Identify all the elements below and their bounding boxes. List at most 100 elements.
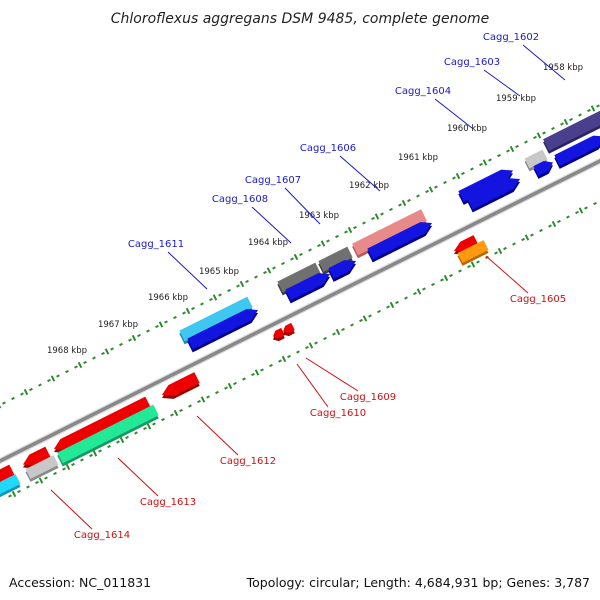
label-leader-line [50, 489, 93, 530]
major-tick [551, 220, 557, 228]
gene-forward-blue[interactable] [533, 161, 554, 179]
gene-label-forward[interactable]: Cagg_1602 [483, 32, 539, 43]
minor-tick [542, 131, 546, 135]
minor-tick [119, 342, 123, 347]
gene-label-forward[interactable]: Cagg_1611 [128, 239, 184, 250]
gene-cagg-1612[interactable] [162, 372, 200, 399]
minor-tick [389, 207, 393, 212]
minor-tick [404, 296, 408, 300]
minor-tick [260, 368, 264, 372]
minor-tick [539, 228, 543, 233]
minor-tick [143, 426, 147, 431]
minor-tick [503, 246, 507, 251]
major-tick [146, 423, 152, 430]
gene-cagg-1609[interactable] [273, 327, 285, 342]
major-tick [320, 240, 326, 247]
minor-tick [47, 378, 51, 383]
minor-tick [305, 345, 309, 350]
minor-tick [566, 215, 570, 219]
gene-forward-blue[interactable] [328, 260, 356, 282]
minor-tick [224, 386, 228, 390]
gene-forward-blue[interactable] [367, 222, 432, 263]
gene-label-reverse[interactable]: Cagg_1605 [510, 294, 566, 305]
gene-cagg-1614[interactable] [25, 455, 59, 482]
label-leader-line [522, 44, 566, 81]
gene-label-forward[interactable]: Cagg_1608 [212, 194, 268, 205]
minor-tick [53, 471, 57, 476]
gene-cagg-1607[interactable] [318, 246, 353, 275]
gene-reverse-cyan[interactable] [0, 474, 21, 500]
gene-cagg-1610[interactable] [283, 322, 295, 337]
minor-tick [101, 351, 105, 356]
gene-cagg-1602[interactable] [543, 110, 600, 154]
gene-body [283, 322, 295, 334]
major-tick [455, 172, 461, 180]
minor-tick [152, 422, 156, 426]
gene-label-reverse[interactable]: Cagg_1610 [310, 408, 366, 419]
major-tick [536, 132, 542, 139]
label-leader-line [117, 457, 159, 497]
gene-label-forward[interactable]: Cagg_1606 [300, 143, 356, 154]
gene-cagg-1608[interactable] [277, 262, 321, 296]
gene-body [367, 222, 432, 260]
minor-tick [398, 203, 402, 207]
gene-label-reverse[interactable]: Cagg_1609 [340, 392, 396, 403]
minor-tick [353, 225, 357, 230]
minor-tick [296, 350, 300, 354]
gene-label-reverse[interactable]: Cagg_1612 [220, 456, 276, 467]
minor-tick [20, 392, 24, 396]
minor-tick [65, 369, 69, 374]
minor-tick [11, 396, 15, 401]
minor-tick [341, 327, 345, 332]
minor-tick [272, 266, 276, 270]
gene-label-forward[interactable]: Cagg_1607 [245, 175, 301, 186]
minor-tick [587, 108, 591, 113]
minor-tick [44, 476, 48, 480]
major-tick [578, 207, 584, 214]
minor-tick [359, 318, 363, 323]
gene-cagg-1613-red[interactable] [54, 396, 151, 453]
major-tick [389, 301, 395, 309]
scale-label: 1968 kbp [47, 346, 87, 356]
gene-label-reverse[interactable]: Cagg_1613 [140, 497, 196, 508]
minor-tick [269, 363, 273, 368]
gene-forward-blue[interactable] [554, 135, 600, 169]
gene-cagg-1611[interactable] [179, 296, 253, 345]
major-tick [23, 388, 29, 396]
minor-tick [134, 431, 138, 435]
gene-forward-blue[interactable] [467, 178, 520, 213]
minor-tick [236, 284, 240, 288]
scale-label: 1958 kbp [543, 63, 583, 73]
gene-label-reverse[interactable]: Cagg_1614 [74, 530, 130, 541]
major-tick [65, 463, 71, 471]
gene-forward-blue[interactable] [187, 309, 258, 353]
major-tick [119, 436, 125, 444]
gene-cagg-1603-block[interactable] [524, 149, 548, 172]
gene-body [524, 149, 548, 169]
minor-tick [368, 314, 372, 318]
minor-tick [425, 189, 429, 194]
minor-tick [308, 248, 312, 252]
gene-cagg-1606[interactable] [352, 209, 427, 259]
minor-tick [344, 230, 348, 234]
gene-label-forward[interactable]: Cagg_1603 [444, 57, 500, 68]
major-tick [335, 328, 341, 336]
gene-label-forward[interactable]: Cagg_1604 [395, 86, 451, 97]
minor-tick [377, 309, 381, 314]
gene-cagg-1613[interactable] [57, 404, 159, 467]
scale-label: 1963 kbp [299, 211, 339, 221]
major-tick [77, 361, 83, 369]
scale-label: 1965 kbp [199, 267, 239, 277]
minor-tick [233, 381, 237, 386]
major-tick [509, 145, 515, 153]
minor-tick [470, 167, 474, 171]
gene-forward-blue[interactable] [285, 273, 330, 304]
minor-tick [422, 287, 426, 291]
minor-tick [290, 257, 294, 261]
minor-tick [146, 329, 150, 333]
backbone-shadow [0, 157, 600, 465]
gene-body [25, 455, 59, 479]
gene-cagg-1605[interactable] [457, 240, 489, 266]
minor-tick [512, 242, 516, 246]
